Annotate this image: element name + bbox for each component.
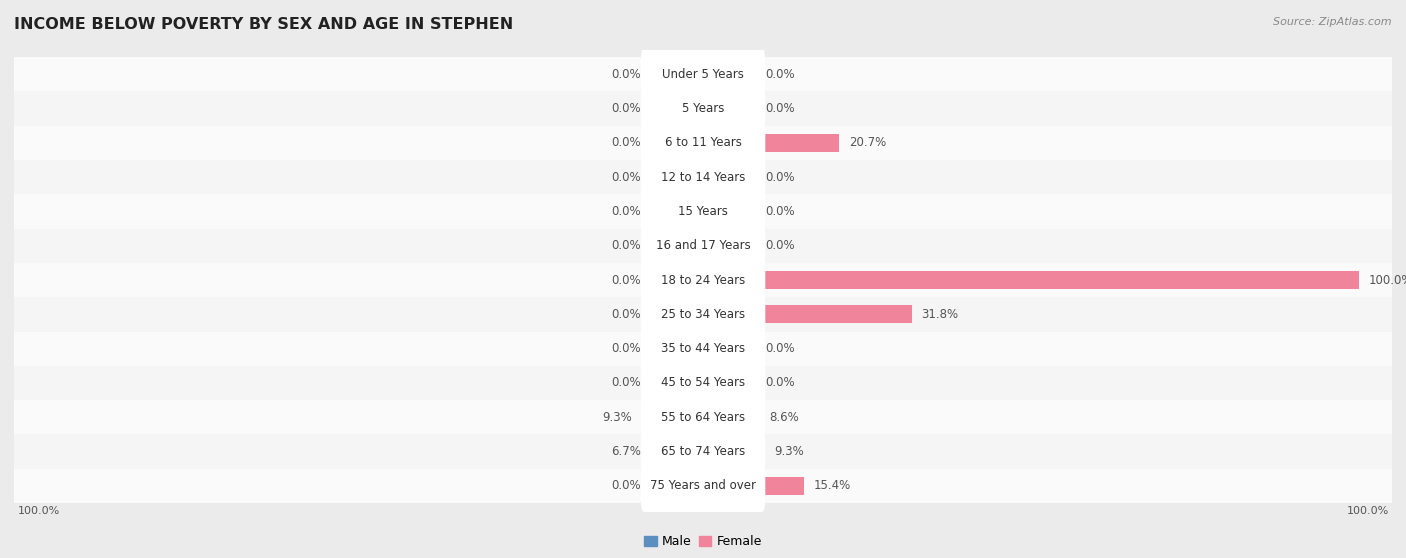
Bar — [703, 477, 804, 495]
Bar — [651, 340, 703, 358]
Text: 0.0%: 0.0% — [612, 136, 641, 150]
Text: 35 to 44 Years: 35 to 44 Years — [661, 342, 745, 355]
Bar — [703, 237, 755, 254]
Bar — [651, 168, 703, 186]
Text: 15 Years: 15 Years — [678, 205, 728, 218]
Bar — [703, 65, 755, 83]
Text: 0.0%: 0.0% — [765, 102, 794, 115]
Bar — [651, 271, 703, 289]
FancyBboxPatch shape — [641, 185, 765, 238]
FancyBboxPatch shape — [641, 288, 765, 340]
Text: 0.0%: 0.0% — [765, 68, 794, 81]
Text: 0.0%: 0.0% — [612, 102, 641, 115]
Bar — [14, 126, 1392, 160]
FancyBboxPatch shape — [641, 151, 765, 203]
Text: Under 5 Years: Under 5 Years — [662, 68, 744, 81]
Bar — [703, 203, 755, 220]
FancyBboxPatch shape — [641, 460, 765, 512]
Text: 0.0%: 0.0% — [612, 239, 641, 252]
Text: 100.0%: 100.0% — [1369, 273, 1406, 287]
Text: 12 to 14 Years: 12 to 14 Years — [661, 171, 745, 184]
Bar — [651, 374, 703, 392]
Bar — [14, 400, 1392, 435]
Text: 0.0%: 0.0% — [612, 342, 641, 355]
Text: 20.7%: 20.7% — [849, 136, 886, 150]
Text: 6 to 11 Years: 6 to 11 Years — [665, 136, 741, 150]
Text: 8.6%: 8.6% — [769, 411, 799, 424]
Legend: Male, Female: Male, Female — [640, 531, 766, 554]
Bar — [703, 168, 755, 186]
Text: 0.0%: 0.0% — [612, 68, 641, 81]
Text: 75 Years and over: 75 Years and over — [650, 479, 756, 492]
Text: 45 to 54 Years: 45 to 54 Years — [661, 377, 745, 389]
Text: 100.0%: 100.0% — [1347, 506, 1389, 516]
Bar — [14, 366, 1392, 400]
Text: 6.7%: 6.7% — [610, 445, 641, 458]
Bar — [14, 229, 1392, 263]
Text: 25 to 34 Years: 25 to 34 Years — [661, 308, 745, 321]
Text: 0.0%: 0.0% — [612, 205, 641, 218]
FancyBboxPatch shape — [641, 323, 765, 375]
Bar — [651, 237, 703, 254]
Text: 0.0%: 0.0% — [612, 171, 641, 184]
Bar — [651, 65, 703, 83]
Text: 55 to 64 Years: 55 to 64 Years — [661, 411, 745, 424]
Bar — [14, 297, 1392, 331]
Bar — [14, 263, 1392, 297]
Text: 100.0%: 100.0% — [17, 506, 59, 516]
Text: 0.0%: 0.0% — [612, 479, 641, 492]
FancyBboxPatch shape — [641, 254, 765, 306]
Text: Source: ZipAtlas.com: Source: ZipAtlas.com — [1274, 17, 1392, 27]
Text: 9.3%: 9.3% — [602, 411, 633, 424]
FancyBboxPatch shape — [641, 220, 765, 272]
Bar — [14, 331, 1392, 366]
Bar — [703, 100, 755, 118]
Text: 0.0%: 0.0% — [765, 205, 794, 218]
Bar — [643, 408, 703, 426]
Text: INCOME BELOW POVERTY BY SEX AND AGE IN STEPHEN: INCOME BELOW POVERTY BY SEX AND AGE IN S… — [14, 17, 513, 32]
Text: 18 to 24 Years: 18 to 24 Years — [661, 273, 745, 287]
Bar — [703, 442, 763, 460]
FancyBboxPatch shape — [641, 426, 765, 478]
Bar — [651, 100, 703, 118]
Text: 65 to 74 Years: 65 to 74 Years — [661, 445, 745, 458]
Bar — [651, 134, 703, 152]
Bar — [703, 271, 1360, 289]
Text: 15.4%: 15.4% — [814, 479, 851, 492]
FancyBboxPatch shape — [641, 391, 765, 444]
Text: 0.0%: 0.0% — [765, 377, 794, 389]
Text: 16 and 17 Years: 16 and 17 Years — [655, 239, 751, 252]
FancyBboxPatch shape — [641, 117, 765, 169]
Bar — [651, 442, 703, 460]
Text: 0.0%: 0.0% — [612, 377, 641, 389]
FancyBboxPatch shape — [641, 357, 765, 409]
Bar — [651, 477, 703, 495]
Bar — [703, 340, 755, 358]
Bar — [14, 57, 1392, 92]
Text: 0.0%: 0.0% — [765, 171, 794, 184]
Text: 0.0%: 0.0% — [765, 239, 794, 252]
Text: 0.0%: 0.0% — [765, 342, 794, 355]
Bar — [651, 203, 703, 220]
Bar — [703, 134, 839, 152]
FancyBboxPatch shape — [641, 48, 765, 100]
Text: 0.0%: 0.0% — [612, 273, 641, 287]
Text: 5 Years: 5 Years — [682, 102, 724, 115]
Text: 9.3%: 9.3% — [773, 445, 804, 458]
Bar — [14, 469, 1392, 503]
Bar — [14, 194, 1392, 229]
Bar — [14, 435, 1392, 469]
Bar — [703, 408, 759, 426]
Text: 31.8%: 31.8% — [921, 308, 959, 321]
Bar — [703, 305, 911, 323]
Bar — [14, 92, 1392, 126]
Bar — [14, 160, 1392, 194]
Bar — [703, 374, 755, 392]
FancyBboxPatch shape — [641, 83, 765, 134]
Bar — [651, 305, 703, 323]
Text: 0.0%: 0.0% — [612, 308, 641, 321]
